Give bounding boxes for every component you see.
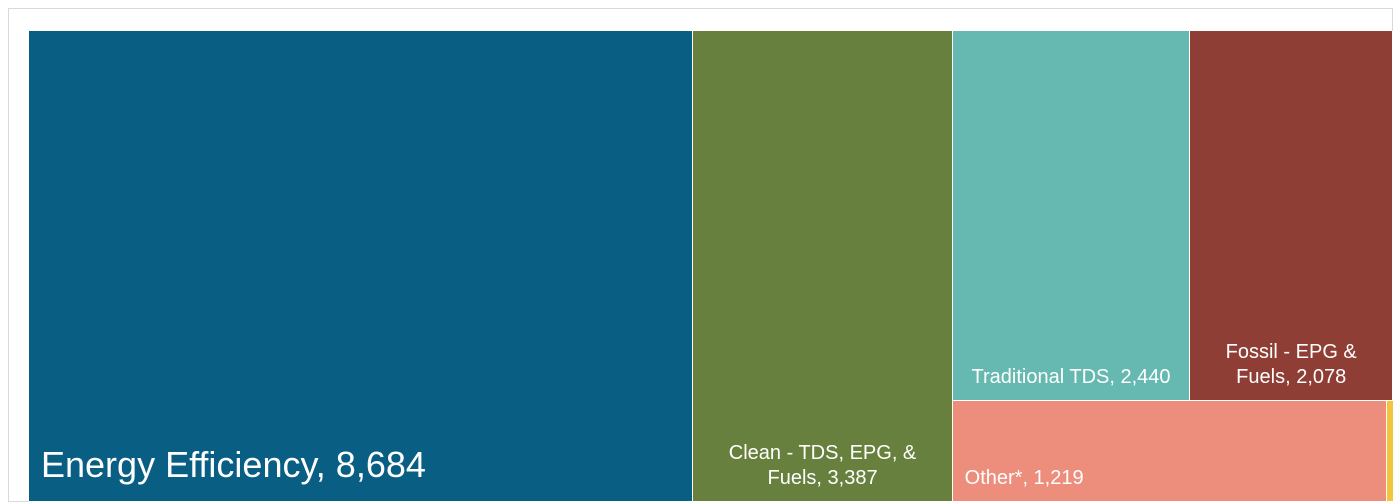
treemap-label-energy-efficiency: Energy Efficiency, 8,684 — [41, 444, 426, 485]
treemap-label-other: Other*, 1,219 — [964, 466, 1084, 489]
treemap-label-clean-tds-epg-fuels: Clean - TDS, EPG, & Fuels, 3,387 — [728, 442, 917, 489]
treemap-tile-other: Other*, 1,219 — [952, 400, 1387, 502]
treemap-tile-fossil-epg-fuels: Fossil - EPG & Fuels, 2,078 — [1190, 31, 1393, 401]
treemap-label-traditional-tds: Traditional TDS, 2,440 — [971, 365, 1171, 388]
treemap-tile-energy-efficiency: Energy Efficiency, 8,684 — [29, 31, 694, 502]
chart-frame: Energy Efficiency, 8,684 Clean - TDS, EPG… — [8, 8, 1393, 502]
treemap-tile-traditional-tds: Traditional TDS, 2,440 — [952, 31, 1191, 401]
treemap-tile-minor-segment — [1386, 400, 1393, 502]
treemap-label-fossil-epg-fuels: Fossil - EPG & Fuels, 2,078 — [1225, 340, 1357, 388]
treemap: Energy Efficiency, 8,684 Clean - TDS, EPG… — [29, 31, 1393, 502]
treemap-tile-clean-tds-epg-fuels: Clean - TDS, EPG, & Fuels, 3,387 — [693, 31, 953, 502]
